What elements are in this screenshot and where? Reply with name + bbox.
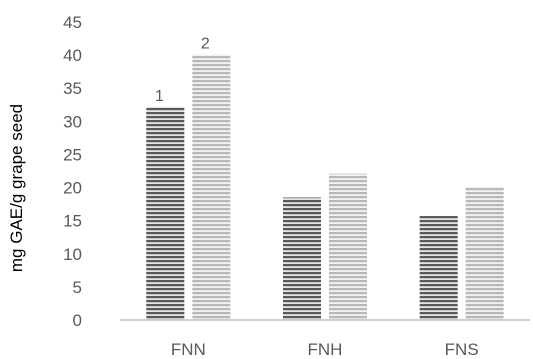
x-category-label: FNS xyxy=(445,340,479,359)
y-tick-label: 5 xyxy=(73,278,82,297)
y-tick-label: 15 xyxy=(63,212,82,231)
y-tick-label: 25 xyxy=(63,145,82,164)
data-labels: 12 xyxy=(155,35,210,104)
bar-fnn-series-1 xyxy=(146,106,185,321)
x-axis-categories: FNN FNH FNS xyxy=(171,340,479,359)
bar-fnh-series-2 xyxy=(329,173,367,320)
y-tick-label: 30 xyxy=(63,112,82,131)
bar-fns-series-1 xyxy=(419,216,458,320)
x-category-label: FNH xyxy=(308,340,343,359)
y-axis-label: mg GAE/g grape seed xyxy=(7,104,26,272)
y-axis-ticks: 0 5 10 15 20 25 30 35 40 45 xyxy=(63,13,82,330)
bar-fnh-series-1 xyxy=(283,197,321,320)
series-marker-label-2: 2 xyxy=(201,35,210,52)
x-category-label: FNN xyxy=(171,340,206,359)
bars xyxy=(146,54,504,321)
bar-fns-series-2 xyxy=(465,186,504,320)
bar-fnn-series-2 xyxy=(192,54,231,321)
y-tick-label: 45 xyxy=(63,13,82,32)
y-tick-label: 40 xyxy=(63,46,82,65)
series-marker-label-1: 1 xyxy=(155,88,164,105)
y-tick-label: 20 xyxy=(63,179,82,198)
y-tick-label: 10 xyxy=(63,245,82,264)
y-tick-label: 0 xyxy=(73,311,82,330)
y-tick-label: 35 xyxy=(63,79,82,98)
